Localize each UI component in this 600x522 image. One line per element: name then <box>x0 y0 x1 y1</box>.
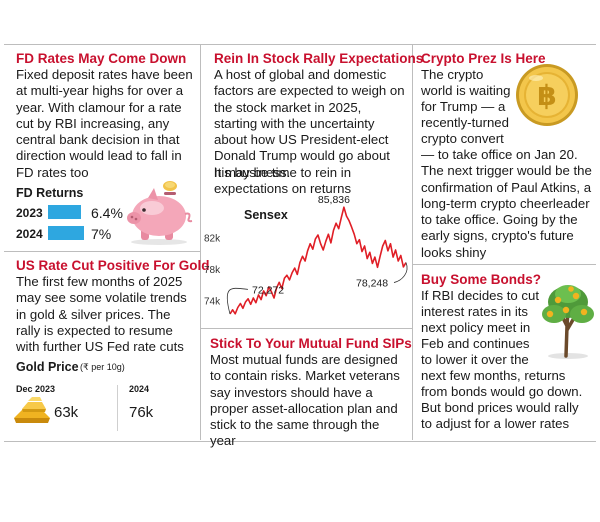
fd-returns-title: FD Returns <box>16 186 84 200</box>
crypto-line-3: for Trump — a <box>421 99 506 114</box>
fd-year-2023: 2023 <box>16 206 43 220</box>
bonds-line-7: from bonds would go down. <box>421 384 583 399</box>
us-rate-text: The first few months of 2025 may see som… <box>16 274 187 355</box>
crypto-heading: Crypto Prez Is Here <box>421 51 546 66</box>
gold-col1-value: 63k <box>54 404 79 421</box>
stock-text-1: A host of global and domestic factors ar… <box>214 67 405 180</box>
fd-value-2023: 6.4% <box>91 205 123 221</box>
gold-bars-icon <box>14 397 50 423</box>
y-tick-label: 82k <box>204 233 221 244</box>
piggy-bank-icon <box>127 181 193 245</box>
infographic-frame <box>4 44 596 442</box>
gold-divider <box>117 385 118 431</box>
annotation-peak: 85,836 <box>318 196 350 206</box>
divider-crypto-bonds <box>412 264 596 265</box>
fd-heading: FD Rates May Come Down <box>16 51 187 66</box>
crypto-line-5: crypto convert <box>421 131 504 146</box>
svg-text:฿: ฿ <box>537 79 556 112</box>
mf-text: Most mutual funds are designed to contai… <box>210 352 400 449</box>
money-tree-icon <box>542 285 594 359</box>
crypto-line-4: recently-turned <box>421 115 509 130</box>
bonds-heading: Buy Some Bonds? <box>421 272 542 287</box>
mf-heading: Stick To Your Mutual Fund SIPs <box>210 336 412 351</box>
fd-value-2024: 7% <box>91 226 112 242</box>
bonds-line-8: But bond prices would rally <box>421 400 579 415</box>
crypto-text-rest: — to take office on Jan 20. The next tri… <box>421 147 592 260</box>
y-tick-label: 74k <box>204 296 221 307</box>
gold-price-title: Gold Price <box>16 360 79 374</box>
crypto-line-1: The crypto <box>421 67 484 82</box>
crypto-line-2: world is waiting <box>421 83 511 98</box>
divider-stock-mf <box>200 328 412 329</box>
bonds-line-4: Feb and continues <box>421 336 530 351</box>
bonds-line-5: to lower it over the <box>421 352 529 367</box>
annotation-connector <box>226 287 249 315</box>
bonds-line-1: If RBI decides to cut <box>421 288 540 303</box>
fd-text: Fixed deposit rates have been at multi-y… <box>16 67 193 180</box>
annotation-connector <box>393 262 408 283</box>
gold-price-unit: (₹ per 10g) <box>80 362 125 372</box>
gold-col1-label: Dec 2023 <box>16 384 56 394</box>
chart-title: Sensex <box>244 208 288 222</box>
y-tick-label: 78k <box>204 265 221 276</box>
stock-heading: Rein In Stock Rally Expectations <box>214 51 424 66</box>
us-rate-heading: US Rate Cut Positive For Gold <box>16 258 210 273</box>
fd-bar-2023 <box>48 205 81 219</box>
bonds-line-6: next few months, returns <box>421 368 566 383</box>
bonds-line-3: next policy meet in <box>421 320 531 335</box>
bonds-line-2: interest rates in its <box>421 304 529 319</box>
gold-col2-value: 76k <box>129 404 154 421</box>
sensex-line <box>229 206 407 315</box>
bitcoin-coin-icon: ฿ <box>516 64 578 126</box>
fd-year-2024: 2024 <box>16 227 43 241</box>
annotation-end: 78,248 <box>356 278 388 290</box>
sensex-chart: Sensex 82k 78k 74k 72,272 85,836 78,248 <box>204 196 408 315</box>
annotation-start: 72,272 <box>252 284 284 296</box>
bonds-line-9: to adjust for a lower rates <box>421 416 570 431</box>
stock-text-2: It may be time to rein in expectations o… <box>214 165 352 197</box>
fd-bar-2024 <box>48 226 84 240</box>
column-divider-left <box>200 44 201 440</box>
gold-col2-label: 2024 <box>129 384 150 394</box>
divider-fd-gold <box>4 251 200 252</box>
column-divider-right <box>412 44 413 440</box>
